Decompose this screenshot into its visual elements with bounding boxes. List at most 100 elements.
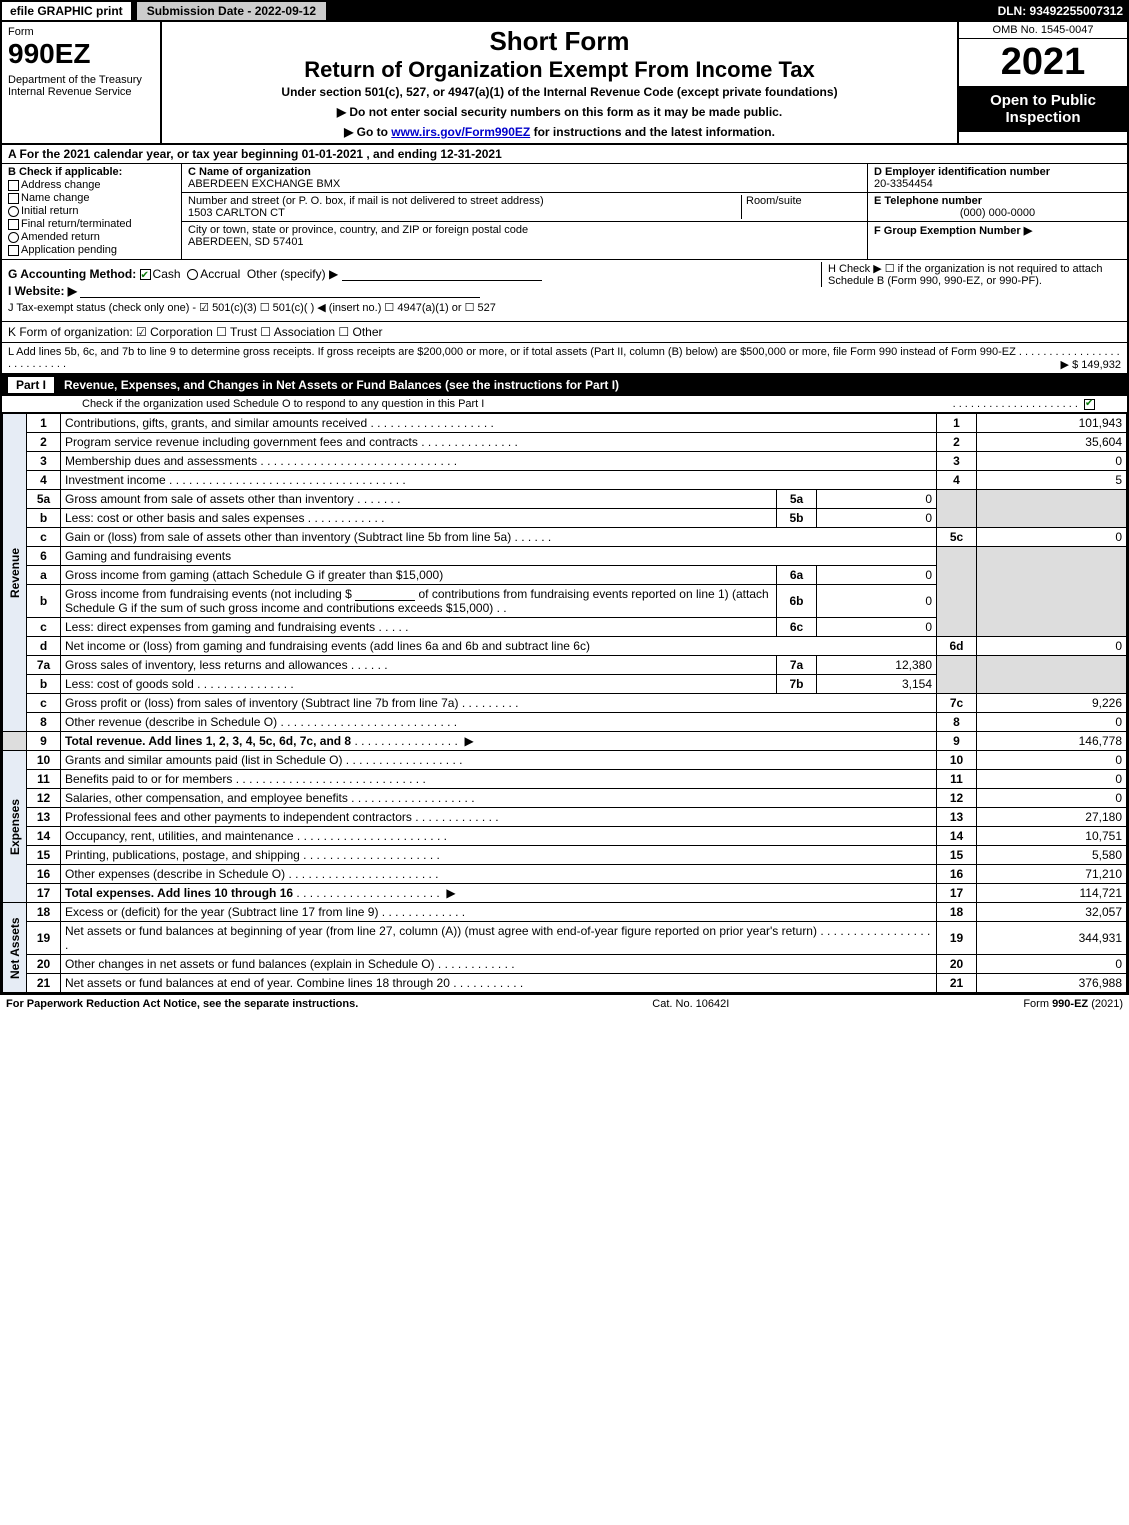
cb-final-return[interactable]: Final return/terminated [8,218,175,230]
ln5b-desc: Less: cost or other basis and sales expe… [65,511,304,525]
cb-amended-return[interactable]: Amended return [8,231,175,243]
ln6c-subamt: 0 [817,618,937,637]
ln4-desc: Investment income [65,473,166,487]
form-header: Form 990EZ Department of the Treasury In… [0,22,1129,145]
ln14-amt: 10,751 [977,827,1127,846]
ln6d-amt: 0 [977,637,1127,656]
form-number: 990EZ [8,38,154,70]
instr-prefix: ▶ Go to [344,125,391,139]
ein: 20-3354454 [874,178,1121,190]
phone: (000) 000-0000 [874,207,1121,219]
ln2-amt: 35,604 [977,433,1127,452]
ln12-amt: 0 [977,789,1127,808]
cb-application-pending[interactable]: Application pending [8,244,175,256]
ln1-desc: Contributions, gifts, grants, and simila… [65,416,367,430]
ln7b-sub: 7b [777,675,817,694]
ln2-desc: Program service revenue including govern… [65,435,418,449]
ln4-col: 4 [937,471,977,490]
ln3-amt: 0 [977,452,1127,471]
ln6c-desc: Less: direct expenses from gaming and fu… [65,620,375,634]
ln6a-desc: Gross income from gaming (attach Schedul… [65,568,443,582]
ln15-desc: Printing, publications, postage, and shi… [65,848,300,862]
open-to-public: Open to Public Inspection [959,86,1127,132]
ln6b-desc: Gross income from fundraising events (no… [61,585,777,618]
c-street-label: Number and street (or P. O. box, if mail… [188,195,741,207]
ln11-desc: Benefits paid to or for members [65,772,232,786]
ln6b-subamt: 0 [817,585,937,618]
ln17-desc: Total expenses. Add lines 10 through 16 [65,886,293,900]
footer-mid: Cat. No. 10642I [652,998,729,1010]
d-ein-label: D Employer identification number [874,166,1121,178]
submission-date: Submission Date - 2022-09-12 [135,0,328,22]
ln21-amt: 376,988 [977,974,1127,993]
ln7b-desc: Less: cost of goods sold [65,677,194,691]
ln10-desc: Grants and similar amounts paid (list in… [65,753,342,767]
ln18-amt: 32,057 [977,903,1127,922]
part-i-header: Part I Revenue, Expenses, and Changes in… [2,374,1127,396]
ln18-col: 18 [937,903,977,922]
ln17-col: 17 [937,884,977,903]
org-name: ABERDEEN EXCHANGE BMX [188,178,861,190]
ln13-col: 13 [937,808,977,827]
ln5a-subamt: 0 [817,490,937,509]
side-revenue: Revenue [3,414,27,732]
cb-initial-return[interactable]: Initial return [8,205,175,217]
omb-number: OMB No. 1545-0047 [959,22,1127,39]
ln1-num: 1 [27,414,61,433]
form-word: Form [8,26,154,38]
cb-accrual[interactable] [187,269,198,280]
ln5b-sub: 5b [777,509,817,528]
side-netassets: Net Assets [3,903,27,993]
efile-print-button[interactable]: efile GRAPHIC print [0,0,133,22]
cb-name-change[interactable]: Name change [8,192,175,204]
footer: For Paperwork Reduction Act Notice, see … [0,994,1129,1013]
c-name-label: C Name of organization [188,166,861,178]
ln1-amt: 101,943 [977,414,1127,433]
ln9-col: 9 [937,732,977,751]
ln6a-sub: 6a [777,566,817,585]
ln4-amt: 5 [977,471,1127,490]
ln9-amt: 146,778 [977,732,1127,751]
l-gross-receipts: L Add lines 5b, 6c, and 7b to line 9 to … [2,343,1127,374]
ln6d-col: 6d [937,637,977,656]
instr-suffix: for instructions and the latest informat… [530,125,775,139]
ln14-col: 14 [937,827,977,846]
ln20-desc: Other changes in net assets or fund bala… [65,957,435,971]
ln6d-desc: Net income or (loss) from gaming and fun… [65,639,590,653]
top-bar: efile GRAPHIC print Submission Date - 20… [0,0,1129,22]
irs-link[interactable]: www.irs.gov/Form990EZ [391,125,530,139]
part-i-sub: Check if the organization used Schedule … [2,396,1127,413]
part-i-title: Revenue, Expenses, and Changes in Net As… [64,378,619,392]
title-short-form: Short Form [166,26,953,57]
ln7a-sub: 7a [777,656,817,675]
part-i-table: Revenue 1 Contributions, gifts, grants, … [2,413,1127,993]
ln17-amt: 114,721 [977,884,1127,903]
org-city: ABERDEEN, SD 57401 [188,236,861,248]
ln21-desc: Net assets or fund balances at end of ye… [65,976,450,990]
j-tax-exempt: J Tax-exempt status (check only one) - ☑… [8,301,1121,314]
ln19-col: 19 [937,922,977,955]
cb-cash[interactable] [140,269,151,280]
footer-right: Form 990-EZ (2021) [1023,998,1123,1010]
ln15-amt: 5,580 [977,846,1127,865]
ln6b-sub: 6b [777,585,817,618]
ln18-desc: Excess or (deficit) for the year (Subtra… [65,905,378,919]
ln6-desc: Gaming and fundraising events [61,547,937,566]
ln14-desc: Occupancy, rent, utilities, and maintena… [65,829,294,843]
department: Department of the Treasury Internal Reve… [8,74,154,98]
c-city-label: City or town, state or province, country… [188,224,861,236]
ln7a-subamt: 12,380 [817,656,937,675]
ln11-amt: 0 [977,770,1127,789]
cb-schedule-o[interactable] [1084,399,1095,410]
col-b-check-applicable: B Check if applicable: Address change Na… [2,164,182,259]
ln3-desc: Membership dues and assessments [65,454,257,468]
side-expenses: Expenses [3,751,27,903]
ln5a-sub: 5a [777,490,817,509]
tax-year: 2021 [959,39,1127,86]
ln10-amt: 0 [977,751,1127,770]
ln21-col: 21 [937,974,977,993]
ln5c-amt: 0 [977,528,1127,547]
cb-address-change[interactable]: Address change [8,179,175,191]
ln3-col: 3 [937,452,977,471]
row-a-period: A For the 2021 calendar year, or tax yea… [2,145,1127,164]
